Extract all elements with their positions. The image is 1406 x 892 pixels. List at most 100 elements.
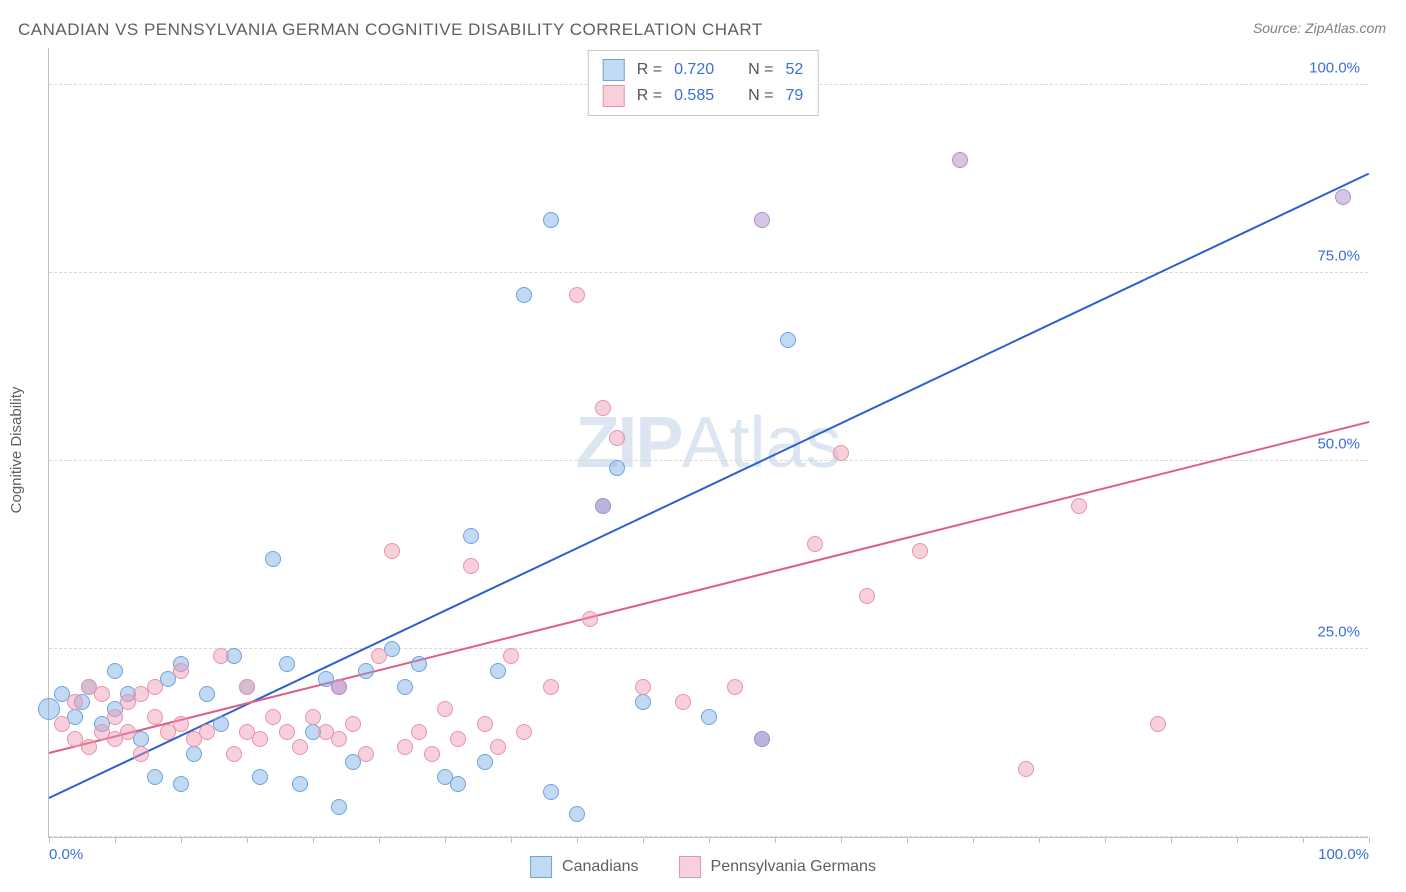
data-point-canadians: [463, 528, 479, 544]
x-tick-mark: [1171, 837, 1172, 843]
data-point-canadians: [516, 287, 532, 303]
data-point-overlap: [754, 731, 770, 747]
data-point-pa_germans: [54, 716, 70, 732]
legend-series-item: Pennsylvania Germans: [679, 856, 876, 878]
trend-line-pa_germans: [49, 421, 1369, 754]
data-point-pa_germans: [727, 679, 743, 695]
data-point-pa_germans: [397, 739, 413, 755]
data-point-pa_germans: [859, 588, 875, 604]
data-point-pa_germans: [543, 679, 559, 695]
data-point-canadians: [701, 709, 717, 725]
data-point-pa_germans: [94, 686, 110, 702]
x-tick-mark: [181, 837, 182, 843]
x-tick-mark: [1369, 837, 1370, 843]
data-point-pa_germans: [120, 724, 136, 740]
legend-series-label: Canadians: [562, 858, 639, 876]
data-point-overlap: [1335, 189, 1351, 205]
chart-title: CANADIAN VS PENNSYLVANIA GERMAN COGNITIV…: [18, 20, 763, 40]
data-point-pa_germans: [345, 716, 361, 732]
legend-r-value: 0.720: [674, 61, 714, 79]
y-tick-label: 25.0%: [1317, 623, 1360, 640]
data-point-canadians: [609, 460, 625, 476]
legend-stat-row: R = 0.720 N = 52: [603, 57, 804, 83]
x-tick-mark: [511, 837, 512, 843]
data-point-pa_germans: [67, 694, 83, 710]
legend-n-value: 79: [785, 87, 803, 105]
legend-stat-row: R = 0.585 N = 79: [603, 83, 804, 109]
grid-line: [49, 460, 1368, 461]
legend-series-label: Pennsylvania Germans: [711, 858, 876, 876]
data-point-canadians: [780, 332, 796, 348]
x-tick-mark: [1105, 837, 1106, 843]
data-point-pa_germans: [81, 739, 97, 755]
data-point-pa_germans: [147, 679, 163, 695]
source-attribution: Source: ZipAtlas.com: [1253, 20, 1386, 36]
data-point-pa_germans: [133, 746, 149, 762]
data-point-pa_germans: [516, 724, 532, 740]
legend-r-label: R =: [637, 61, 662, 79]
data-point-pa_germans: [1150, 716, 1166, 732]
x-tick-mark: [247, 837, 248, 843]
data-point-pa_germans: [477, 716, 493, 732]
data-point-canadians: [199, 686, 215, 702]
data-point-pa_germans: [1018, 761, 1034, 777]
data-point-pa_germans: [305, 709, 321, 725]
data-point-pa_germans: [239, 679, 255, 695]
legend-r-value: 0.585: [674, 87, 714, 105]
data-point-canadians: [411, 656, 427, 672]
legend-series-item: Canadians: [530, 856, 639, 878]
data-point-pa_germans: [675, 694, 691, 710]
data-point-canadians: [186, 746, 202, 762]
data-point-pa_germans: [173, 663, 189, 679]
x-tick-label: 100.0%: [1318, 846, 1369, 863]
data-point-pa_germans: [450, 731, 466, 747]
data-point-canadians: [358, 663, 374, 679]
data-point-pa_germans: [463, 558, 479, 574]
data-point-pa_germans: [358, 746, 374, 762]
data-point-canadians: [569, 806, 585, 822]
x-tick-mark: [379, 837, 380, 843]
data-point-pa_germans: [582, 611, 598, 627]
legend-n-label: N =: [748, 87, 773, 105]
y-tick-label: 100.0%: [1309, 59, 1360, 76]
data-point-pa_germans: [503, 648, 519, 664]
x-tick-mark: [1237, 837, 1238, 843]
data-point-pa_germans: [213, 648, 229, 664]
data-point-canadians: [450, 776, 466, 792]
data-point-canadians: [477, 754, 493, 770]
legend-n-label: N =: [748, 61, 773, 79]
data-point-canadians: [279, 656, 295, 672]
data-point-pa_germans: [411, 724, 427, 740]
x-tick-mark: [445, 837, 446, 843]
data-point-pa_germans: [490, 739, 506, 755]
x-tick-mark: [115, 837, 116, 843]
data-point-pa_germans: [226, 746, 242, 762]
grid-line: [49, 272, 1368, 273]
legend-series: Canadians Pennsylvania Germans: [530, 856, 876, 878]
legend-r-label: R =: [637, 87, 662, 105]
data-point-pa_germans: [912, 543, 928, 559]
x-tick-mark: [577, 837, 578, 843]
legend-swatch: [530, 856, 552, 878]
trend-line-canadians: [49, 173, 1370, 799]
x-tick-mark: [907, 837, 908, 843]
y-axis-label: Cognitive Disability: [8, 200, 25, 700]
data-point-overlap: [595, 498, 611, 514]
data-point-canadians: [265, 551, 281, 567]
data-point-pa_germans: [292, 739, 308, 755]
x-tick-mark: [709, 837, 710, 843]
data-point-pa_germans: [384, 543, 400, 559]
legend-correlation-box: R = 0.720 N = 52 R = 0.585 N = 79: [588, 50, 819, 116]
x-tick-mark: [973, 837, 974, 843]
x-tick-mark: [643, 837, 644, 843]
data-point-canadians: [173, 776, 189, 792]
data-point-pa_germans: [595, 400, 611, 416]
data-point-pa_germans: [424, 746, 440, 762]
data-point-pa_germans: [173, 716, 189, 732]
data-point-canadians: [635, 694, 651, 710]
y-tick-label: 50.0%: [1317, 435, 1360, 452]
x-tick-mark: [313, 837, 314, 843]
legend-n-value: 52: [785, 61, 803, 79]
x-tick-label: 0.0%: [49, 846, 83, 863]
data-point-canadians: [543, 784, 559, 800]
